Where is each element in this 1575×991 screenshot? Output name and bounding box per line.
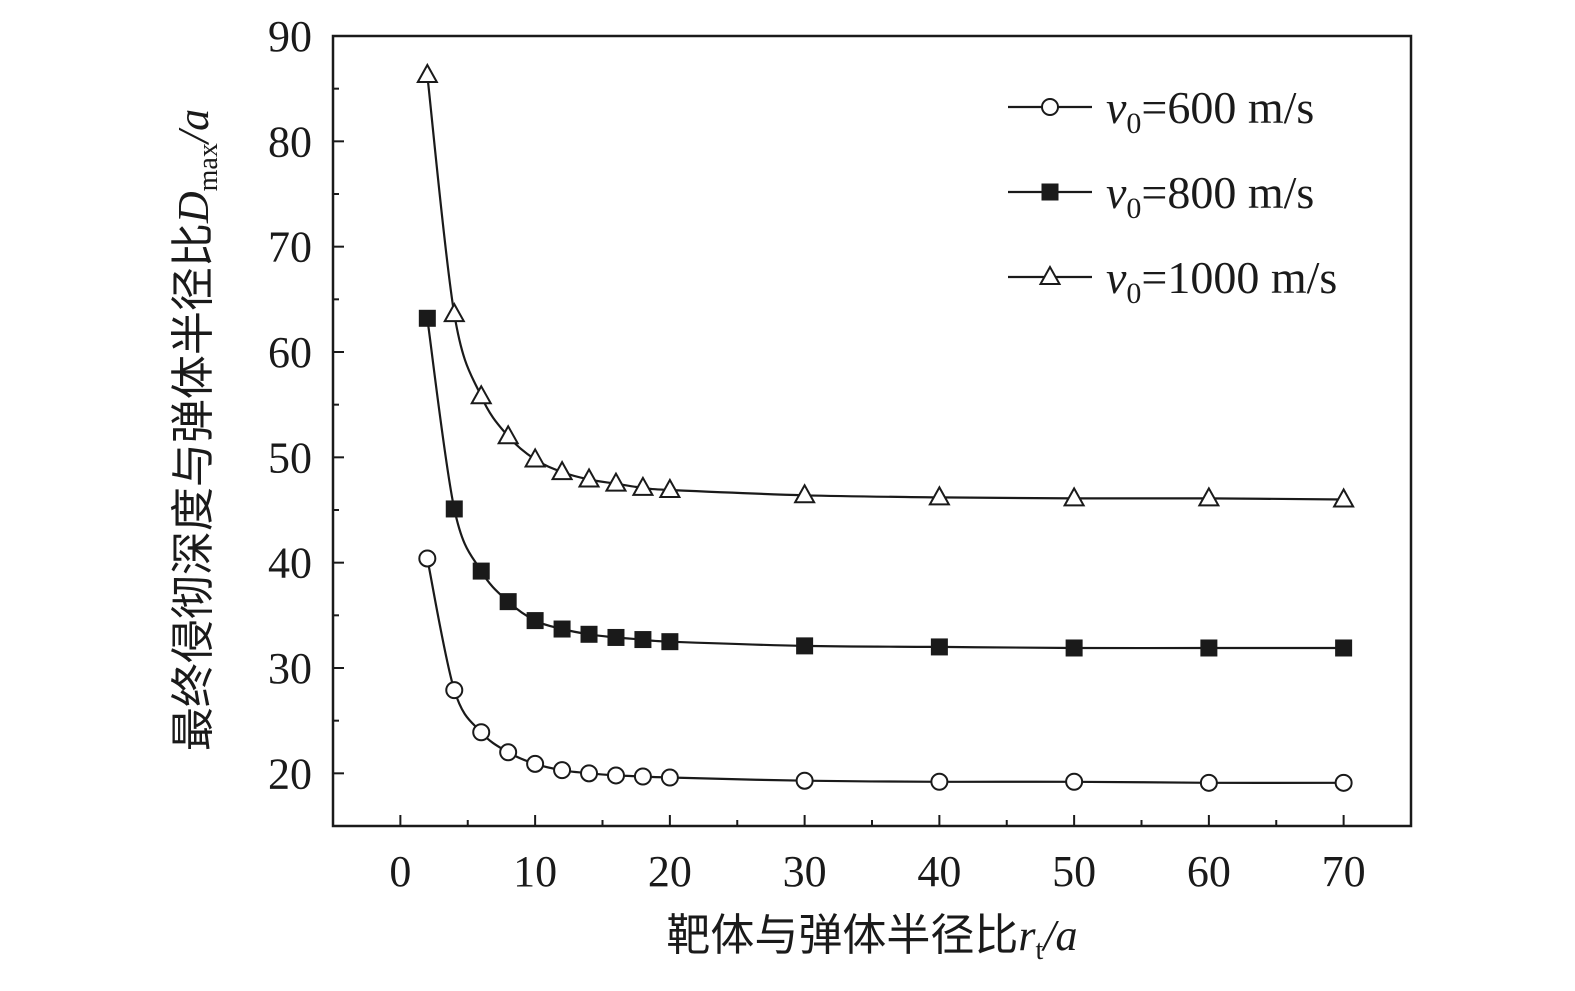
data-point bbox=[1199, 773, 1218, 792]
data-point bbox=[633, 767, 652, 786]
x-tick-label: 60 bbox=[1187, 847, 1231, 896]
y-axis-title: 最终侵彻深度与弹体半径比Dmax/a bbox=[169, 109, 224, 751]
legend-item: v0=1000 m/s bbox=[1008, 252, 1337, 310]
data-point bbox=[443, 302, 466, 323]
plot-frame bbox=[331, 34, 1413, 828]
y-axis-title-var: D bbox=[169, 191, 218, 224]
data-point bbox=[604, 471, 628, 492]
data-point bbox=[550, 460, 574, 481]
x-axis-ticks: 0 10 20 30 40 50 60 70 bbox=[389, 815, 1366, 896]
data-point bbox=[1065, 639, 1083, 657]
data-point bbox=[1332, 487, 1355, 508]
data-point bbox=[499, 743, 518, 762]
data-point bbox=[930, 772, 949, 791]
x-tick-label: 40 bbox=[917, 847, 961, 896]
data-point bbox=[634, 631, 652, 649]
series-line bbox=[426, 558, 1344, 784]
data-point bbox=[1200, 639, 1218, 657]
y-tick-label: 40 bbox=[268, 539, 312, 588]
data-point bbox=[496, 424, 520, 445]
data-point bbox=[796, 637, 814, 655]
data-point bbox=[580, 625, 598, 643]
data-point bbox=[472, 562, 490, 580]
legend-label: v0=800 m/s bbox=[1106, 167, 1314, 225]
data-point bbox=[1062, 486, 1086, 507]
legend-item: v0=600 m/s bbox=[1008, 82, 1314, 140]
series-layer bbox=[416, 62, 1355, 792]
legend-marker bbox=[1041, 98, 1059, 116]
y-axis-title-cn: 最终侵彻深度与弹体半径比 bbox=[169, 223, 218, 751]
data-point bbox=[499, 593, 517, 611]
data-point bbox=[418, 549, 437, 568]
legend-marker bbox=[1041, 183, 1059, 201]
data-point bbox=[418, 309, 436, 327]
y-tick-label: 80 bbox=[268, 117, 312, 166]
legend-label: v0=1000 m/s bbox=[1106, 252, 1337, 310]
legend-marker bbox=[1038, 264, 1062, 285]
x-tick-label: 30 bbox=[783, 847, 827, 896]
data-point bbox=[553, 620, 571, 638]
data-point bbox=[660, 768, 679, 787]
legend: v0=600 m/s v0=800 m/s v0=1000 m/s bbox=[1008, 82, 1337, 310]
y-tick-label: 50 bbox=[268, 433, 312, 482]
data-point bbox=[577, 467, 601, 488]
data-point bbox=[793, 483, 816, 504]
y-tick-label: 30 bbox=[268, 644, 312, 693]
data-point bbox=[930, 638, 948, 656]
series-2 bbox=[418, 309, 1353, 657]
data-point bbox=[1065, 772, 1084, 791]
data-point bbox=[472, 723, 491, 742]
y-axis-title-sub: max bbox=[193, 143, 224, 191]
legend-label: v0=600 m/s bbox=[1106, 82, 1314, 140]
data-point bbox=[1197, 486, 1221, 507]
y-axis-ticks: 20 30 40 50 60 70 80 90 bbox=[268, 12, 344, 827]
series-3 bbox=[416, 62, 1355, 508]
series-line bbox=[426, 318, 1344, 650]
data-point bbox=[607, 628, 625, 646]
y-tick-label: 70 bbox=[268, 223, 312, 272]
data-point bbox=[523, 447, 547, 468]
y-tick-label: 20 bbox=[268, 749, 312, 798]
data-point bbox=[795, 771, 814, 790]
data-point bbox=[416, 62, 439, 83]
data-point bbox=[553, 761, 572, 780]
data-point bbox=[526, 754, 545, 773]
data-point bbox=[928, 485, 951, 506]
y-axis-title-tail: /a bbox=[169, 109, 218, 146]
x-tick-label: 0 bbox=[389, 847, 411, 896]
data-point bbox=[661, 633, 679, 651]
x-tick-label: 50 bbox=[1052, 847, 1096, 896]
x-axis-title-sub: t bbox=[1036, 935, 1044, 966]
y-tick-label: 60 bbox=[268, 328, 312, 377]
x-tick-label: 20 bbox=[648, 847, 692, 896]
data-point bbox=[580, 764, 599, 783]
data-point bbox=[606, 766, 625, 785]
data-point bbox=[1335, 639, 1353, 657]
legend-item: v0=800 m/s bbox=[1008, 167, 1314, 225]
data-point bbox=[658, 477, 682, 498]
x-tick-label: 10 bbox=[513, 847, 557, 896]
y-tick-label: 90 bbox=[268, 12, 312, 61]
data-point bbox=[445, 681, 464, 700]
x-axis-title-var: r bbox=[1018, 911, 1036, 960]
data-point bbox=[631, 475, 655, 496]
data-point bbox=[470, 384, 493, 405]
x-axis-title: 靶体与弹体半径比rt/a bbox=[666, 911, 1077, 966]
data-point bbox=[526, 612, 544, 630]
x-tick-label: 70 bbox=[1322, 847, 1366, 896]
series-1 bbox=[418, 549, 1353, 792]
x-axis-title-tail: /a bbox=[1040, 911, 1077, 960]
x-axis-title-cn: 靶体与弹体半径比 bbox=[666, 911, 1018, 960]
data-point bbox=[445, 500, 463, 518]
data-point bbox=[1334, 773, 1353, 792]
